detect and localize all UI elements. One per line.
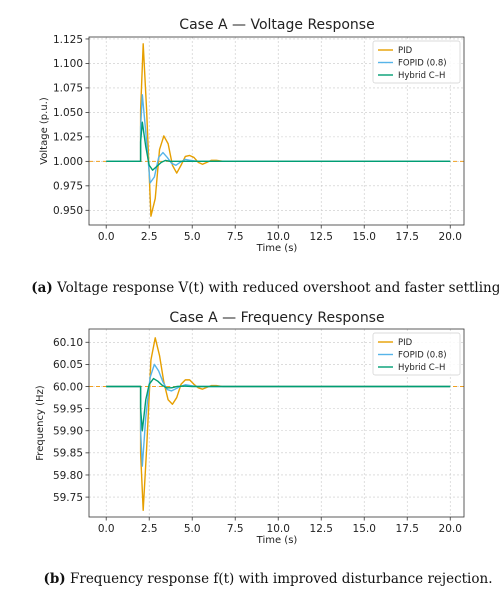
frequency-x-tick-label: 0.0 (98, 523, 115, 535)
frequency-y-tick-label: 60.05 (53, 359, 83, 371)
voltage-legend-label: FOPID (0.8) (398, 59, 447, 69)
frequency-x-axis-label: Time (s) (256, 535, 298, 546)
frequency-x-tick-label: 10.0 (267, 523, 290, 535)
voltage-chart: Case A — Voltage Response 0.0 2.5 5.0 7.5 10… (39, 17, 465, 254)
voltage-legend-box (372, 40, 461, 84)
voltage-series-pid (106, 43, 451, 217)
caption-a-label: (a) (31, 280, 53, 296)
voltage-x-axis-label: Time (s) (256, 243, 298, 254)
caption-b-text: Frequency response f(t) with improved di… (66, 571, 493, 587)
voltage-y-tick-label: 0.950 (53, 205, 83, 217)
frequency-legend-label: FOPID (0.8) (398, 351, 447, 361)
caption-b-label: (b) (43, 571, 65, 587)
voltage-y-tick-label: 1.125 (53, 34, 83, 46)
voltage-x-tick-label: 0.0 (98, 231, 115, 243)
voltage-x-tick-label: 2.5 (141, 231, 158, 243)
frequency-x-tick-label: 7.5 (227, 523, 244, 535)
voltage-y-tick-label: 1.075 (53, 83, 83, 95)
frequency-chart-title: Case A — Frequency Response (169, 310, 384, 326)
voltage-x-tick-label: 10.0 (267, 231, 290, 243)
voltage-x-tick-label: 15.0 (353, 231, 376, 243)
frequency-chart: Case A — Frequency Response 0.0 2.5 5.0 7.5… (35, 310, 465, 546)
voltage-y-tick-label: 1.025 (53, 132, 83, 144)
voltage-x-tick-label: 7.5 (227, 231, 244, 243)
voltage-x-tick-label: 5.0 (184, 231, 201, 243)
frequency-legend-label: Hybrid C–H (398, 363, 445, 373)
frequency-y-tick-label: 60.00 (53, 381, 83, 393)
frequency-y-tick-label: 59.95 (53, 403, 83, 415)
frequency-x-tick-label: 20.0 (439, 523, 462, 535)
frequency-plot-frame (88, 328, 465, 518)
frequency-series-pid (106, 337, 451, 512)
frequency-y-tick-label: 59.75 (53, 492, 83, 504)
voltage-legend-label: PID (398, 46, 413, 56)
caption-a: (a) Voltage response V(t) with reduced o… (31, 280, 499, 296)
voltage-y-tick-label: 1.100 (53, 58, 83, 70)
frequency-series-hybrid-c-h (106, 377, 451, 432)
frequency-y-tick-label: 59.90 (53, 426, 83, 438)
voltage-y-axis-label: Voltage (p.u.) (39, 97, 50, 165)
caption-b: (b) Frequency response f(t) with improve… (43, 571, 492, 587)
voltage-y-tick-label: 1.000 (53, 156, 83, 168)
voltage-chart-title: Case A — Voltage Response (179, 17, 374, 33)
voltage-x-tick-label: 20.0 (439, 231, 462, 243)
voltage-x-tick-label: 17.5 (396, 231, 419, 243)
voltage-legend: PID FOPID (0.8) Hybrid C–H (372, 40, 461, 84)
voltage-legend-label: Hybrid C–H (398, 71, 445, 81)
frequency-y-tick-label: 59.85 (53, 448, 83, 460)
voltage-y-tick-label: 0.975 (53, 181, 83, 193)
frequency-x-tick-label: 2.5 (141, 523, 158, 535)
voltage-plot-frame (88, 36, 465, 226)
frequency-x-tick-label: 15.0 (353, 523, 376, 535)
frequency-x-tick-label: 5.0 (184, 523, 201, 535)
frequency-y-axis-label: Frequency (Hz) (35, 385, 46, 461)
voltage-series-hybrid-c-h (106, 121, 451, 171)
frequency-x-tick-label: 17.5 (396, 523, 419, 535)
frequency-y-tick-label: 60.10 (53, 337, 83, 349)
voltage-x-tick-label: 12.5 (310, 231, 333, 243)
frequency-legend-label: PID (398, 338, 413, 348)
voltage-y-tick-label: 1.050 (53, 107, 83, 119)
frequency-y-tick-label: 59.80 (53, 470, 83, 482)
frequency-legend-box (372, 332, 461, 376)
frequency-x-tick-label: 12.5 (310, 523, 333, 535)
frequency-legend: PID FOPID (0.8) Hybrid C–H (372, 332, 461, 376)
caption-a-text: Voltage response V(t) with reduced overs… (53, 280, 499, 296)
